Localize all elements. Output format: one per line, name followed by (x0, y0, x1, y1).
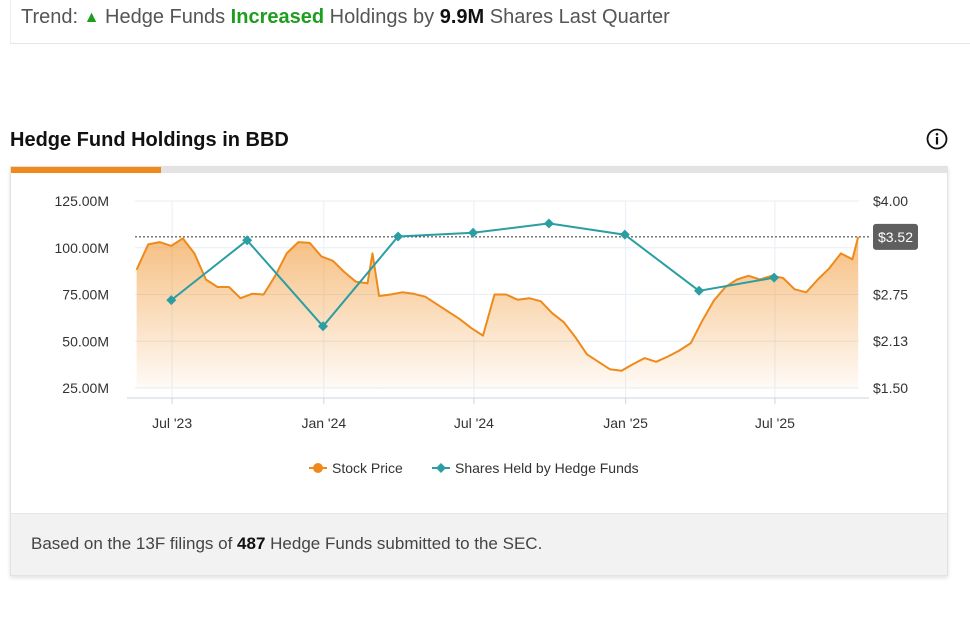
info-circle-icon[interactable] (925, 127, 949, 151)
section-title: Hedge Fund Holdings in BBD (10, 129, 289, 151)
footer-note: Based on the 13F filings of 487 Hedge Fu… (31, 534, 542, 554)
current-price-label: $3.52 (878, 229, 913, 245)
legend-hedge-fund-marker (436, 463, 446, 473)
trend-direction: Increased (230, 6, 325, 28)
hedge-fund-shares-point (468, 227, 479, 238)
current-price-badge (873, 223, 918, 250)
legend-hedge-fund-label: Shares Held by Hedge Funds (455, 460, 639, 476)
y-right-tick-label: $4.00 (873, 193, 908, 209)
legend-stock-price-label: Stock Price (332, 460, 403, 476)
y-left-tick-label: 125.00M (55, 193, 109, 209)
trend-mid: Holdings by (329, 6, 435, 28)
legend-stock-price-marker (313, 463, 323, 473)
trend-pre: Hedge Funds (105, 6, 226, 28)
hedge-fund-count: 487 (237, 534, 266, 553)
x-tick-label: Jul '24 (454, 415, 494, 431)
y-left-tick-label: 50.00M (62, 333, 109, 349)
hedge-fund-shares-point (318, 321, 329, 332)
footer-pre: Based on the 13F filings of (31, 534, 233, 553)
y-left-tick-label: 100.00M (55, 240, 109, 256)
trend-text: Trend: ▲ Hedge Funds Increased Holdings … (21, 6, 670, 29)
y-right-tick-label: $1.50 (873, 380, 908, 396)
stock-price-area (136, 236, 859, 388)
y-right-tick-label: $2.75 (873, 287, 908, 303)
hedge-fund-shares-point (619, 229, 630, 240)
hedge-fund-shares-point (166, 295, 177, 306)
y-right-tick-label: $2.13 (873, 333, 908, 349)
card-accent-bar (11, 167, 161, 173)
x-tick-label: Jul '25 (755, 415, 795, 431)
trend-post: Shares Last Quarter (489, 6, 670, 28)
hedge-fund-shares-point (694, 285, 705, 296)
x-tick-label: Jan '24 (301, 415, 346, 431)
hedge-fund-shares-point (242, 235, 253, 246)
hedge-fund-shares-point (393, 231, 404, 242)
card-footer: Based on the 13F filings of 487 Hedge Fu… (11, 513, 947, 575)
hedge-fund-shares-point (543, 218, 554, 229)
x-tick-label: Jul '23 (152, 415, 192, 431)
triangle-up-icon: ▲ (83, 9, 100, 26)
x-tick-label: Jan '25 (603, 415, 648, 431)
y-left-tick-label: 25.00M (62, 380, 109, 396)
trend-banner: Trend: ▲ Hedge Funds Increased Holdings … (10, 0, 970, 44)
holdings-chart-card: 125.00M 100.00M 75.00M 50.00M 25.00M $4.00 $2.… (10, 166, 948, 576)
footer-post: Hedge Funds submitted to the SEC. (270, 534, 543, 553)
stock-price-line (135, 236, 860, 372)
card-top-border (11, 167, 947, 173)
holdings-chart: 125.00M 100.00M 75.00M 50.00M 25.00M $4.00 $2.… (55, 193, 918, 476)
trend-amount: 9.9M (439, 6, 485, 28)
hedge-fund-shares-point (769, 272, 780, 283)
y-left-tick-label: 75.00M (62, 287, 109, 303)
trend-prefix: Trend: (21, 6, 79, 28)
